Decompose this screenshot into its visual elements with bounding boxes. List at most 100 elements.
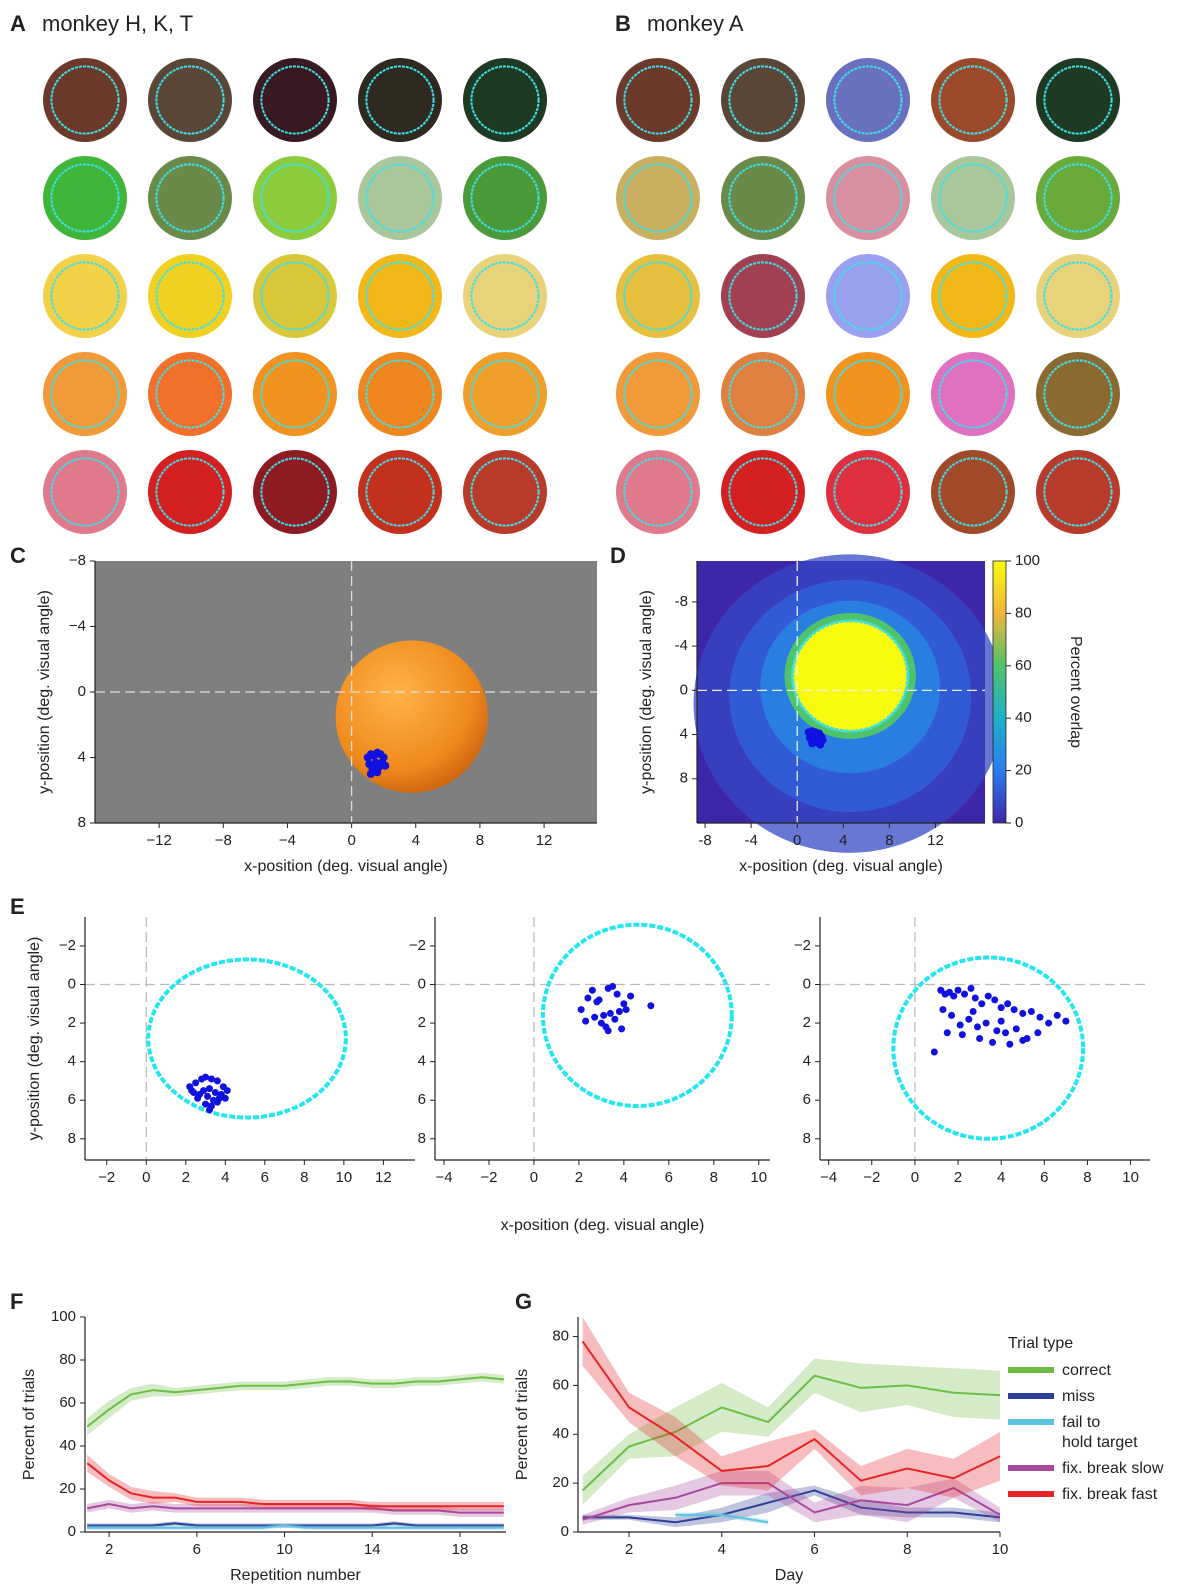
stimulus-image [463, 352, 547, 436]
stimulus-image [43, 352, 127, 436]
fixation-point [616, 1008, 623, 1015]
x-tick-label: 8 [710, 1169, 718, 1186]
x-tick-label: 12 [927, 832, 944, 849]
stimulus-image [148, 254, 232, 338]
stimulus-image [721, 254, 805, 338]
y-tick-label: 0 [68, 975, 76, 992]
fixation-point [970, 1008, 977, 1015]
x-tick-label: 4 [839, 832, 847, 849]
stimulus-image [358, 254, 442, 338]
y-tick-label: 8 [418, 1130, 426, 1147]
stimulus-image [1036, 58, 1120, 142]
legend-label: correct [1062, 1361, 1111, 1381]
legend-label: fix. break slow [1062, 1459, 1163, 1479]
fixation-point [600, 1012, 607, 1019]
y-tick-label: 6 [68, 1091, 76, 1108]
y-tick-label: 2 [68, 1014, 76, 1031]
x-tick-label: 8 [300, 1169, 308, 1186]
y-tick-label: 0 [78, 683, 86, 700]
stimulus-image [463, 450, 547, 534]
fixation-point [957, 1022, 964, 1029]
y-tick-label: 8 [680, 770, 688, 787]
colorbar-tick-label: 60 [1015, 657, 1032, 674]
fixation-point [1037, 1014, 1044, 1021]
fixation-point [589, 987, 596, 994]
fixation-point [976, 1035, 983, 1042]
x-tick-label: 10 [276, 1541, 293, 1558]
fixation-point [1011, 1006, 1018, 1013]
fixation-point [188, 1087, 195, 1094]
y-tick-label: 40 [59, 1437, 76, 1454]
fixation-point [224, 1087, 231, 1094]
x-tick-label: 2 [575, 1169, 583, 1186]
fixation-point [206, 1085, 213, 1092]
y-tick-label: 4 [418, 1053, 426, 1070]
stimulus-image [43, 254, 127, 338]
y-tick-label: 0 [680, 681, 688, 698]
y-tick-label: 0 [68, 1523, 76, 1540]
stimulus-image [826, 254, 910, 338]
colorbar-tick-label: 80 [1015, 604, 1032, 621]
legend-swatch [1008, 1419, 1054, 1425]
x-tick-label: 2 [182, 1169, 190, 1186]
panel-label: C [10, 543, 26, 568]
stimulus-image [616, 254, 700, 338]
stimulus-image [358, 450, 442, 534]
y-axis-title: Percent of trials [514, 1369, 531, 1480]
fixation-point [944, 1029, 951, 1036]
x-tick-label: −4 [279, 832, 296, 849]
fixation-point [614, 991, 621, 998]
y-tick-label: 8 [78, 814, 86, 831]
stimulus-image [43, 450, 127, 534]
fixation-point [985, 993, 992, 1000]
y-tick-label: 20 [552, 1474, 569, 1491]
y-tick-label: 20 [59, 1480, 76, 1497]
legend-label: fail to hold target [1062, 1413, 1138, 1453]
stimulus-image [253, 450, 337, 534]
x-tick-label: 8 [885, 832, 893, 849]
stimulus-image [826, 58, 910, 142]
x-tick-label: −2 [480, 1169, 497, 1186]
y-tick-label: 60 [552, 1376, 569, 1393]
legend-title: Trial type [1008, 1335, 1163, 1353]
panel-label: G [515, 1289, 532, 1314]
y-tick-label: 6 [803, 1091, 811, 1108]
fixation-point [948, 1012, 955, 1019]
x-tick-label: 0 [793, 832, 801, 849]
x-tick-label: 0 [347, 832, 355, 849]
x-tick-label: 10 [750, 1169, 767, 1186]
fixation-point [991, 996, 998, 1003]
legend-swatch [1008, 1465, 1054, 1471]
stimulus-image [826, 450, 910, 534]
colorbar-tick-label: 100 [1015, 552, 1040, 569]
fixation-point [212, 1089, 219, 1096]
fixation-point [1062, 1018, 1069, 1025]
x-tick-label: 4 [718, 1541, 726, 1558]
x-tick-label: 4 [997, 1169, 1005, 1186]
stimulus-image [253, 352, 337, 436]
stimulus-image [616, 352, 700, 436]
stimulus-image [826, 352, 910, 436]
stimulus-image [931, 450, 1015, 534]
fixation-point [627, 993, 634, 1000]
panel-title: monkey A [647, 11, 744, 36]
y-tick-label: 0 [803, 975, 811, 992]
stimulus-image [721, 450, 805, 534]
stimulus-image [358, 156, 442, 240]
y-tick-label: −2 [794, 937, 811, 954]
y-tick-label: 4 [78, 748, 86, 765]
stimulus-image [616, 156, 700, 240]
y-tick-label: 60 [59, 1394, 76, 1411]
panel-label: D [610, 543, 626, 568]
fixation-point [1034, 1029, 1041, 1036]
x-tick-label: 4 [620, 1169, 628, 1186]
x-tick-label: 8 [903, 1541, 911, 1558]
x-tick-label: −2 [98, 1169, 115, 1186]
fixation-point [222, 1095, 229, 1102]
x-tick-label: 0 [530, 1169, 538, 1186]
target-outline [148, 959, 346, 1117]
panel-title: monkey H, K, T [42, 11, 193, 36]
stimulus-image [826, 156, 910, 240]
fixation-point [208, 1076, 215, 1083]
fixation-point [196, 1091, 203, 1098]
